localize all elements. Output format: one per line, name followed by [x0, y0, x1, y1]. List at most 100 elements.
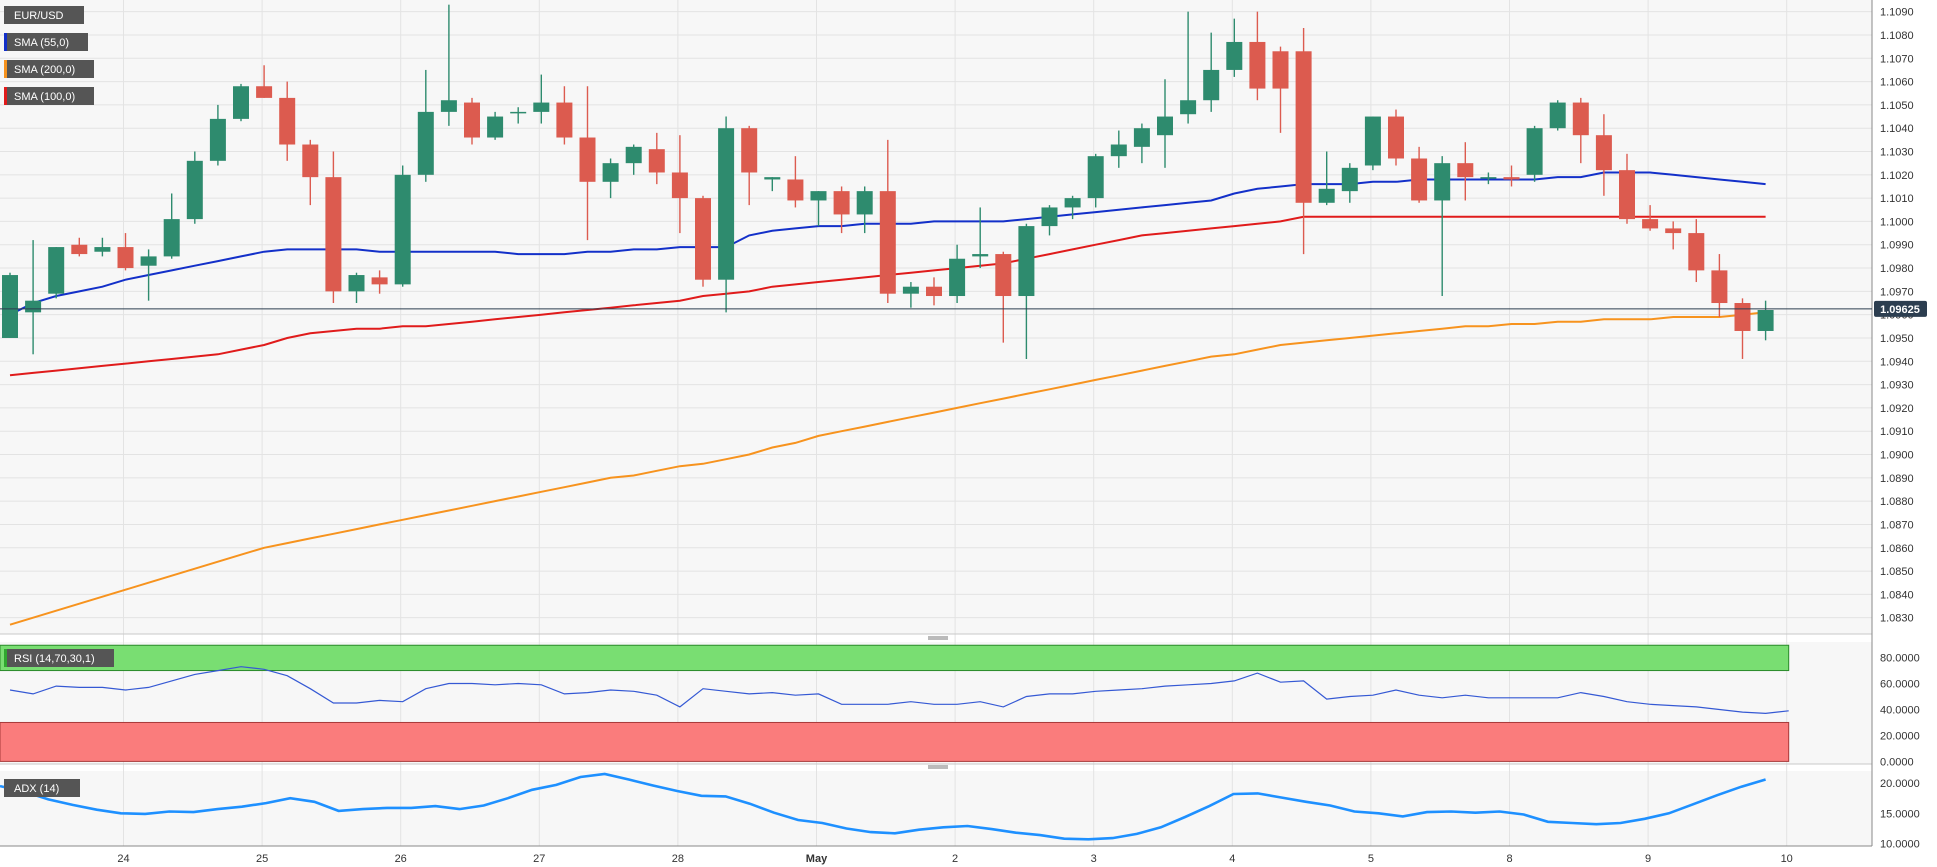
candle-body [949, 258, 966, 297]
candle-body [856, 191, 873, 215]
legend-sma55[interactable]: SMA (55,0) [4, 33, 88, 51]
candle-body [902, 286, 919, 294]
candle [810, 191, 827, 227]
legend-adx-label: ADX (14) [14, 783, 59, 795]
legend-symbol[interactable]: EUR/USD [4, 6, 84, 24]
y-tick-label: 1.0930 [1880, 380, 1914, 392]
candle-body [440, 100, 457, 112]
candle [1341, 163, 1358, 203]
candle-body [1434, 163, 1451, 201]
y-tick-label: 1.0970 [1880, 286, 1914, 298]
candle-body [1087, 156, 1104, 199]
candle-body [695, 198, 711, 280]
rsi-oversold-band [0, 721, 1790, 762]
candle [1411, 146, 1428, 203]
rsi-tick-label: 0.0000 [1880, 756, 1914, 768]
y-tick-label: 1.0920 [1880, 403, 1914, 415]
vertical-grid [123, 0, 1788, 846]
candle [394, 165, 411, 287]
rsi-tick-label: 80.0000 [1880, 653, 1920, 665]
candle [233, 83, 249, 122]
candle [71, 237, 88, 257]
candle-body [833, 191, 850, 215]
candle-body [1526, 128, 1543, 175]
candle-body [1457, 163, 1474, 178]
candle-body [48, 247, 65, 294]
candle [1318, 151, 1335, 206]
adx-tick-label: 15.0000 [1880, 808, 1920, 820]
candle [949, 244, 966, 304]
candle-body [1549, 102, 1566, 129]
adx-series [0, 772, 1766, 841]
candle-body [648, 149, 665, 173]
candle-body [1757, 310, 1774, 331]
candle-body [1388, 116, 1404, 159]
y-axis-ticks: 1.1090 1.1080 1.1070 1.1060 1.1050 1.1040 1.10… [1880, 7, 1920, 851]
candle-body [879, 191, 896, 294]
candle-body [602, 163, 619, 182]
rsi-tick-label: 20.0000 [1880, 730, 1920, 742]
x-tick-label: 24 [117, 853, 129, 865]
candle-body [1203, 69, 1220, 101]
candle-body [1041, 207, 1058, 227]
candle-body [579, 137, 596, 182]
legend-sma100-label: SMA (100,0) [14, 91, 75, 103]
candle-body [671, 172, 688, 199]
candle [879, 139, 896, 304]
candle [510, 107, 527, 124]
resize-handle[interactable] [928, 765, 948, 769]
candle [718, 116, 735, 313]
candle [1272, 46, 1289, 133]
x-tick-label: 9 [1645, 853, 1651, 865]
y-tick-label: 1.0910 [1880, 426, 1914, 438]
candle [163, 193, 180, 259]
candle [695, 195, 711, 287]
y-tick-label: 1.0830 [1880, 613, 1914, 625]
legend-adx[interactable]: ADX (14) [4, 779, 80, 797]
candle-body [1665, 228, 1682, 234]
candle [1457, 142, 1474, 201]
candle-body [1318, 188, 1335, 203]
y-tick-label: 1.0990 [1880, 240, 1914, 252]
candle [902, 282, 919, 308]
candle [117, 233, 134, 271]
candle [1572, 97, 1589, 164]
candle [1133, 123, 1150, 164]
x-tick-label: 10 [1781, 853, 1793, 865]
candle-body [1411, 158, 1428, 201]
candle [579, 86, 596, 241]
candle [833, 186, 850, 234]
y-tick-label: 1.1030 [1880, 147, 1914, 159]
candle [602, 158, 619, 199]
resize-handle[interactable] [928, 636, 948, 640]
x-tick-label: 8 [1506, 853, 1512, 865]
candle-body [1295, 51, 1312, 203]
legend-rsi[interactable]: RSI (14,70,30,1) [4, 649, 114, 667]
y-tick-label: 1.0950 [1880, 333, 1914, 345]
candle-body [233, 86, 249, 119]
legend-sma200[interactable]: SMA (200,0) [4, 60, 94, 78]
candle-body [741, 128, 758, 173]
rsi-series [9, 666, 1789, 715]
candle [625, 144, 642, 175]
candle [1642, 205, 1659, 231]
y-tick-label: 1.1080 [1880, 30, 1914, 42]
candle-body [1110, 144, 1127, 157]
candle-body [394, 174, 411, 285]
x-tick-label: 26 [395, 853, 407, 865]
y-tick-label: 1.0940 [1880, 356, 1914, 368]
candle [1364, 116, 1381, 171]
legend-sma100[interactable]: SMA (100,0) [4, 87, 94, 105]
candle [1249, 11, 1266, 101]
candle-body [1018, 226, 1035, 297]
y-tick-label: 1.1060 [1880, 77, 1914, 89]
x-tick-label: May [806, 853, 828, 865]
y-tick-label: 1.1000 [1880, 216, 1914, 228]
candle [1087, 153, 1104, 208]
adx-tick-label: 10.0000 [1880, 839, 1920, 851]
candle [464, 97, 480, 145]
price-panel [0, 0, 1872, 634]
candle-body [1688, 233, 1705, 271]
candle [1157, 79, 1173, 168]
